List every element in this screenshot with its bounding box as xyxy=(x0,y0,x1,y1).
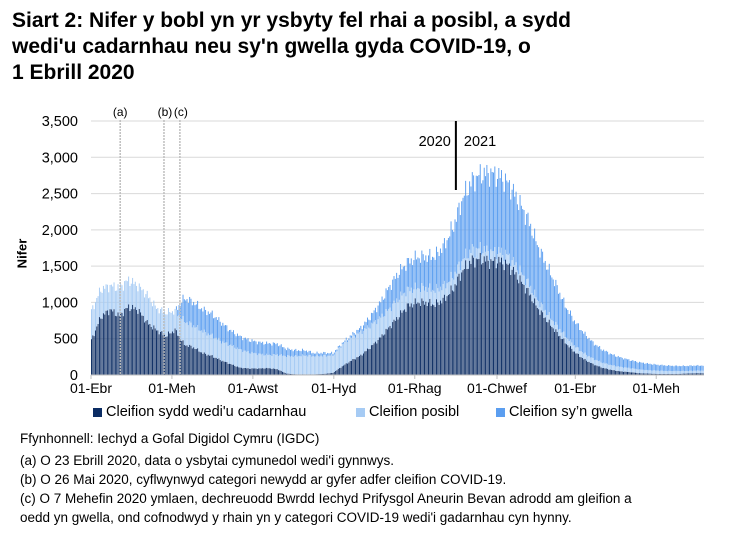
legend-swatch-suspected-icon xyxy=(356,407,365,417)
y-tick-label: 0 xyxy=(70,368,78,384)
legend-label-suspected: Cleifion posibl xyxy=(369,404,460,420)
legend-label-recovering: Cleifion sy’n gwella xyxy=(509,404,633,420)
y-tick-label: 3,500 xyxy=(42,114,78,130)
legend-item-recovering: Cleifion sy’n gwella xyxy=(496,404,632,420)
x-tick-label: 01-Rhag xyxy=(388,380,442,396)
y-axis-ticks: 0 500 1,000 1,500 2,000 2,500 3,000 3,500 xyxy=(42,114,78,384)
chart-title-line-1: Siart 2: Nifer y bobl yn yr ysbyty fel r… xyxy=(12,9,572,32)
annotation-markers: (a) (b) (c) 2020 2021 xyxy=(113,105,496,375)
footnote-c-line-2: oedd yn gwella, ond cofnodwyd y rhain yn… xyxy=(20,510,572,525)
legend-swatch-recovering-icon xyxy=(496,407,505,417)
chart-title-line-3: 1 Ebrill 2020 xyxy=(12,61,135,84)
source-note: Ffynhonnell: Iechyd a Gofal Digidol Cymr… xyxy=(20,431,320,446)
chart-plot: 0 500 1,000 1,500 2,000 2,500 3,000 3,500 (a) (b… xyxy=(42,105,704,396)
x-axis: 01-Ebr 01-Meh 01-Awst 01-Hyd 01-Rhag 01-Chwef… xyxy=(70,374,704,396)
annotation-label-a: (a) xyxy=(113,105,128,119)
legend-item-confirmed: Cleifion sydd wedi'u cadarnhau xyxy=(93,404,306,420)
legend-label-confirmed: Cleifion sydd wedi'u cadarnhau xyxy=(106,404,307,420)
footnote-a: (a) O 23 Ebrill 2020, data o ysbytai cym… xyxy=(20,453,395,468)
annotation-label-c: (c) xyxy=(174,105,188,119)
x-tick-label: 01-Ebr xyxy=(554,380,596,396)
chart-title: Siart 2: Nifer y bobl yn yr ysbyty fel r… xyxy=(12,8,732,86)
chart-notes: Ffynhonnell: Iechyd a Gofal Digidol Cymr… xyxy=(20,429,735,527)
x-tick-label: 01-Awst xyxy=(228,380,278,396)
y-axis-label: Nifer xyxy=(14,238,30,269)
y-tick-label: 2,500 xyxy=(42,187,78,203)
footnote-c-line-1: (c) O 7 Mehefin 2020 ymlaen, dechreuodd … xyxy=(20,491,632,506)
x-tick-label: 01-Meh xyxy=(632,380,679,396)
y-tick-label: 3,000 xyxy=(42,150,78,166)
chart-title-line-2: wedi'u cadarnhau neu sy'n gwella gyda CO… xyxy=(12,35,531,58)
x-tick-label: 01-Hyd xyxy=(311,380,356,396)
y-tick-label: 2,000 xyxy=(42,223,78,239)
legend: Cleifion sydd wedi'u cadarnhau Cleifion … xyxy=(0,404,738,424)
x-tick-label: 01-Chwef xyxy=(467,380,527,396)
year-label-2021: 2021 xyxy=(464,134,496,150)
bar-series xyxy=(91,164,704,375)
y-tick-label: 1,000 xyxy=(42,295,78,311)
legend-item-suspected: Cleifion posibl xyxy=(356,404,459,420)
footnote-b: (b) O 26 Mai 2020, cyflwynwyd categori n… xyxy=(20,472,507,487)
x-tick-label: 01-Meh xyxy=(148,380,195,396)
year-label-2020: 2020 xyxy=(419,134,451,150)
y-tick-label: 1,500 xyxy=(42,259,78,275)
legend-swatch-confirmed-icon xyxy=(93,407,102,417)
y-tick-label: 500 xyxy=(54,332,78,348)
annotation-label-b: (b) xyxy=(158,105,173,119)
x-tick-label: 01-Ebr xyxy=(70,380,112,396)
